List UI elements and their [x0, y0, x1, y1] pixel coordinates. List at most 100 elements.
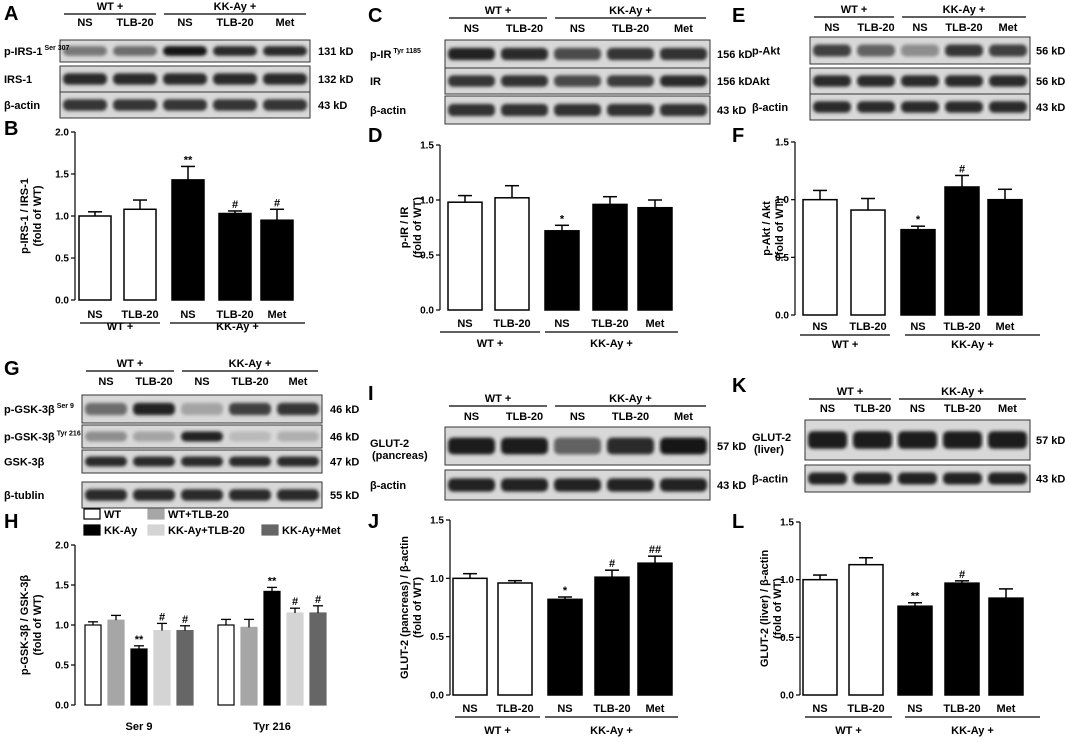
panel-label-d: D — [368, 125, 382, 147]
blot-band — [660, 437, 707, 455]
blot-band — [501, 103, 548, 117]
blot-band — [945, 44, 983, 57]
panel-label-j: J — [368, 511, 379, 533]
blot-band — [808, 472, 847, 485]
lane-label: NS — [77, 17, 92, 29]
protein-label: β-actin — [752, 474, 788, 486]
x-tick-label: Met — [997, 703, 1016, 715]
lane-label: NS — [910, 403, 925, 415]
blot-band — [263, 46, 307, 56]
lane-label: NS — [464, 23, 479, 35]
group-label-wt: WT + — [97, 1, 124, 13]
molecular-weight-label: 131 kD — [318, 46, 354, 58]
y-tick-label: 0.5 — [775, 253, 789, 264]
legend-label: KK-Ay — [104, 525, 138, 537]
blot-band — [501, 437, 548, 455]
significance-marker: # — [959, 163, 965, 175]
bar — [452, 577, 488, 696]
blot-band — [554, 437, 601, 455]
significance-marker: ** — [268, 575, 277, 587]
blot-band — [607, 75, 654, 87]
x-tick-label: NS — [554, 318, 569, 330]
panel-label-c: C — [368, 5, 382, 27]
blot-band — [607, 437, 654, 455]
panel-label-e: E — [732, 5, 745, 27]
blot-band — [263, 99, 307, 111]
protein-label: β-tublin — [4, 490, 45, 502]
blot-band — [133, 402, 175, 416]
blot-band — [607, 478, 654, 492]
blot-band — [554, 47, 601, 61]
blot-panel-g: WT + KK-Ay + NS TLB-20 NS TLB-20 Met p-GSK-3β Se… — [4, 358, 359, 509]
x-tick-label: TLB-20 — [121, 309, 158, 321]
bar — [176, 629, 194, 706]
bar — [988, 597, 1024, 696]
blot-panel-i: WT + KK-Ay + NS TLB-20 NS TLB-20 Met GLUT-2(pan… — [370, 393, 746, 501]
lane-label: NS — [194, 376, 209, 388]
bar — [802, 578, 838, 696]
protein-label: IR — [370, 76, 381, 88]
bar — [263, 590, 281, 706]
lane-label: TLB-20 — [506, 23, 543, 35]
group-label-wt: WT + — [107, 321, 134, 333]
blot-band — [163, 46, 207, 56]
molecular-weight-label: 43 kD — [717, 480, 746, 492]
group-label-wt: WT + — [117, 358, 144, 370]
protein-label: GSK-3β — [4, 457, 45, 469]
panel-label-k: K — [732, 375, 747, 397]
blot-band — [133, 456, 175, 467]
bar — [107, 619, 125, 706]
legend-swatch — [147, 524, 165, 536]
blot-band — [607, 103, 654, 117]
lane-label: TLB-20 — [506, 411, 543, 423]
molecular-weight-label: 43 kD — [1036, 474, 1065, 486]
protein-label: β-actin — [370, 480, 406, 492]
lane-label: NS — [570, 23, 585, 35]
blot-band — [448, 75, 495, 87]
blot-band — [85, 431, 127, 442]
lane-label: TLB-20 — [857, 22, 894, 34]
blot-band — [229, 489, 271, 501]
y-tick-label: 0.0 — [55, 296, 69, 307]
panel-label-i: I — [368, 383, 374, 405]
blot-band — [988, 472, 1027, 485]
molecular-weight-label: 46 kD — [330, 404, 359, 416]
blot-band — [945, 101, 983, 113]
y-axis-label: p-Akt / Akt(fold of WT) — [761, 198, 786, 259]
blot-band — [113, 46, 157, 56]
protein-label: Akt — [752, 76, 770, 88]
y-axis-label: p-IRS-1 / IRS-1(fold of WT) — [19, 178, 44, 254]
chart-panel-b: 0.0 0.5 1.0 1.5 2.0 p-IRS-1 / IRS-1(fold of W… — [19, 128, 305, 333]
legend-label: KK-Ay+TLB-20 — [168, 525, 245, 537]
blot-band — [448, 103, 495, 117]
lane-label: TLB-20 — [231, 376, 268, 388]
molecular-weight-label: 43 kD — [318, 100, 347, 112]
legend-swatch — [261, 524, 279, 536]
blot-band — [660, 103, 707, 117]
blot-band — [501, 47, 548, 61]
bar — [130, 648, 148, 706]
chart-panel-d: 0.0 0.5 1.0 1.5 p-IR / IR(fold of WT) NS TLB-2… — [399, 141, 678, 350]
bar — [123, 208, 157, 301]
molecular-weight-label: 132 kD — [318, 74, 354, 86]
protein-label: p-GSK-3β Tyr 216 — [4, 431, 81, 444]
lane-label: Met — [999, 22, 1018, 34]
group-label-wt: WT + — [835, 725, 862, 737]
x-tick-label: NS — [910, 321, 925, 333]
blot-band — [901, 75, 939, 87]
bar — [497, 582, 533, 696]
bar — [260, 219, 294, 301]
protein-sublabel: (pancreas) — [372, 450, 428, 462]
y-axis-label: GLUT-2 (pancreas) / β-actin(fold of WT) — [399, 536, 424, 679]
blot-panel-c: WT + KK-Ay + NS TLB-20 NS TLB-20 Met p-IR Tyr 11… — [370, 5, 753, 125]
lane-label: TLB-20 — [216, 17, 253, 29]
blot-band — [853, 431, 892, 449]
x-tick-label: NS — [557, 703, 572, 715]
lane-label: NS — [177, 17, 192, 29]
molecular-weight-label: 46 kD — [330, 432, 359, 444]
y-tick-label: 0.0 — [55, 701, 69, 712]
protein-label: β-actin — [370, 105, 406, 117]
y-tick-label: 0.0 — [420, 306, 434, 317]
